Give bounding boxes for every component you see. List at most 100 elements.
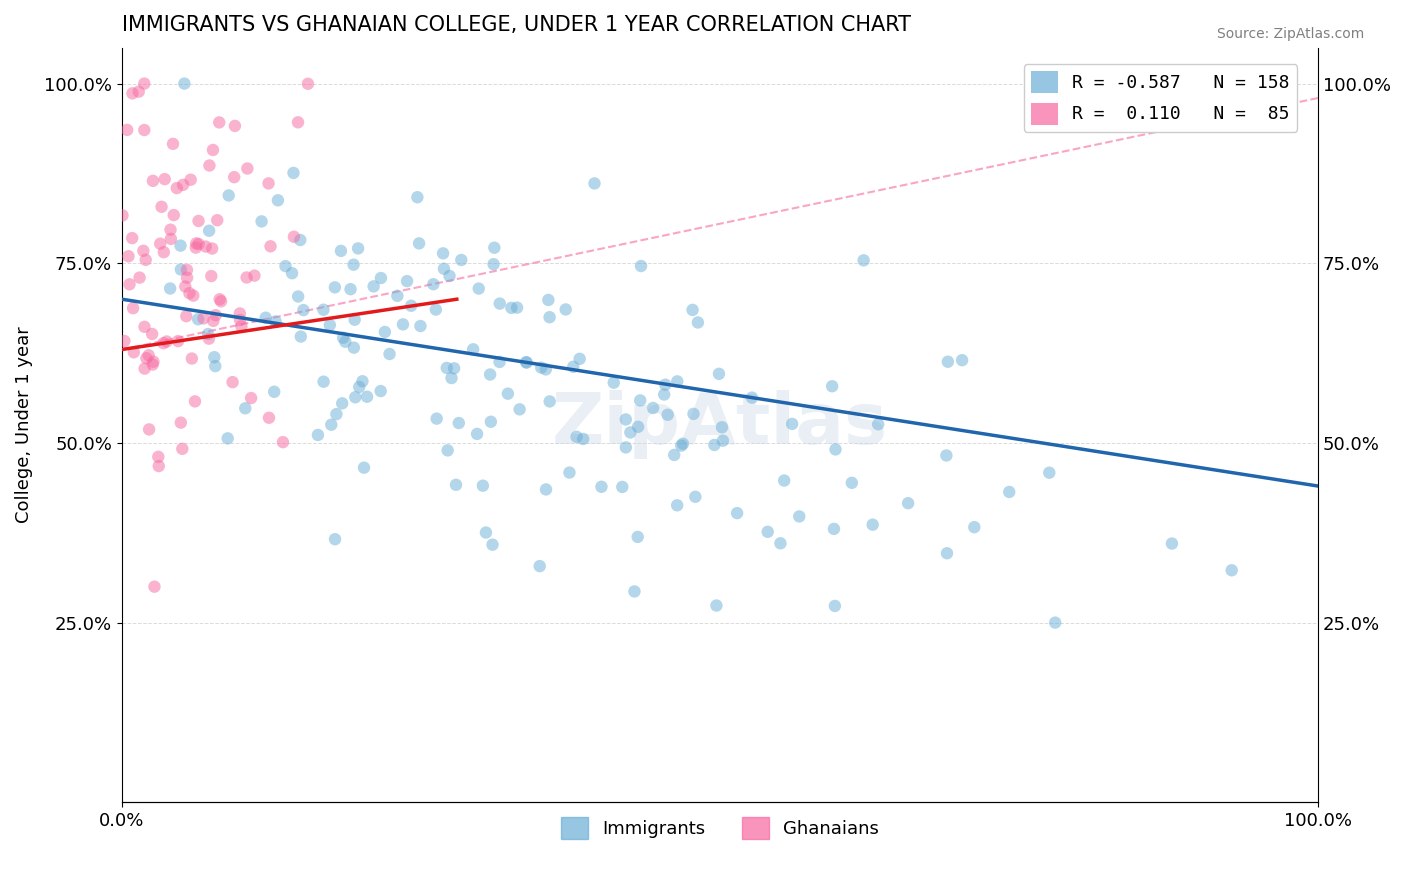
Point xyxy=(409,319,432,334)
Point xyxy=(534,362,557,376)
Point xyxy=(117,249,139,263)
Point xyxy=(426,411,449,425)
Point xyxy=(654,377,676,392)
Point xyxy=(112,334,135,348)
Point xyxy=(138,348,160,362)
Point xyxy=(283,166,305,180)
Point xyxy=(134,319,156,334)
Point xyxy=(218,188,240,202)
Point xyxy=(198,224,221,238)
Point xyxy=(475,525,498,540)
Point xyxy=(197,326,219,341)
Point xyxy=(176,263,198,277)
Point xyxy=(711,434,734,448)
Point xyxy=(200,268,222,283)
Point xyxy=(257,177,280,191)
Point xyxy=(342,258,364,272)
Point xyxy=(208,292,231,306)
Point xyxy=(134,123,156,137)
Point xyxy=(823,522,845,536)
Point xyxy=(271,435,294,450)
Point xyxy=(664,448,686,462)
Point xyxy=(343,312,366,326)
Point xyxy=(152,336,174,351)
Point xyxy=(134,77,156,91)
Text: Source: ZipAtlas.com: Source: ZipAtlas.com xyxy=(1216,27,1364,41)
Point xyxy=(623,584,645,599)
Point xyxy=(205,213,228,227)
Point xyxy=(685,490,707,504)
Point xyxy=(180,172,202,186)
Point xyxy=(481,538,503,552)
Point xyxy=(1043,615,1066,630)
Point xyxy=(482,257,505,271)
Point xyxy=(240,391,263,405)
Point xyxy=(135,351,157,366)
Point xyxy=(370,271,392,285)
Point xyxy=(138,422,160,436)
Point xyxy=(787,509,810,524)
Point xyxy=(141,326,163,341)
Point xyxy=(257,410,280,425)
Point xyxy=(312,375,335,389)
Point xyxy=(630,259,652,273)
Point xyxy=(121,231,143,245)
Point xyxy=(193,311,215,326)
Point xyxy=(209,294,232,309)
Point xyxy=(202,314,225,328)
Point xyxy=(652,387,675,401)
Point xyxy=(179,286,201,301)
Point xyxy=(554,302,576,317)
Point xyxy=(319,318,342,332)
Point xyxy=(741,391,763,405)
Point xyxy=(538,310,561,325)
Point xyxy=(392,318,415,332)
Point xyxy=(321,417,343,432)
Point xyxy=(529,559,551,574)
Point xyxy=(484,241,506,255)
Point xyxy=(283,229,305,244)
Point xyxy=(221,375,243,389)
Point xyxy=(170,262,193,277)
Point xyxy=(963,520,986,534)
Point xyxy=(111,208,134,222)
Point xyxy=(572,432,595,446)
Point xyxy=(312,302,335,317)
Point xyxy=(204,359,226,373)
Point xyxy=(142,174,165,188)
Legend: Immigrants, Ghanaians: Immigrants, Ghanaians xyxy=(554,810,886,847)
Point xyxy=(671,439,693,453)
Point xyxy=(174,279,197,293)
Point xyxy=(169,238,191,252)
Point xyxy=(122,301,145,316)
Point xyxy=(370,384,392,398)
Point xyxy=(290,233,312,247)
Point xyxy=(682,302,704,317)
Point xyxy=(935,449,957,463)
Point xyxy=(852,253,875,268)
Point xyxy=(440,371,463,385)
Point xyxy=(170,416,193,430)
Point xyxy=(396,274,419,288)
Point xyxy=(488,296,510,310)
Point xyxy=(290,329,312,343)
Point xyxy=(488,355,510,369)
Point xyxy=(148,458,170,473)
Point xyxy=(374,325,396,339)
Point xyxy=(335,334,357,349)
Point xyxy=(558,466,581,480)
Point xyxy=(627,530,650,544)
Point xyxy=(387,289,409,303)
Point xyxy=(149,236,172,251)
Point xyxy=(343,341,366,355)
Point xyxy=(614,412,637,426)
Point xyxy=(422,277,444,292)
Point xyxy=(710,420,733,434)
Point xyxy=(780,417,803,431)
Point xyxy=(824,599,846,613)
Point xyxy=(657,408,679,422)
Point xyxy=(1220,563,1243,577)
Point xyxy=(465,426,488,441)
Point xyxy=(332,331,354,345)
Y-axis label: College, Under 1 year: College, Under 1 year xyxy=(15,326,32,524)
